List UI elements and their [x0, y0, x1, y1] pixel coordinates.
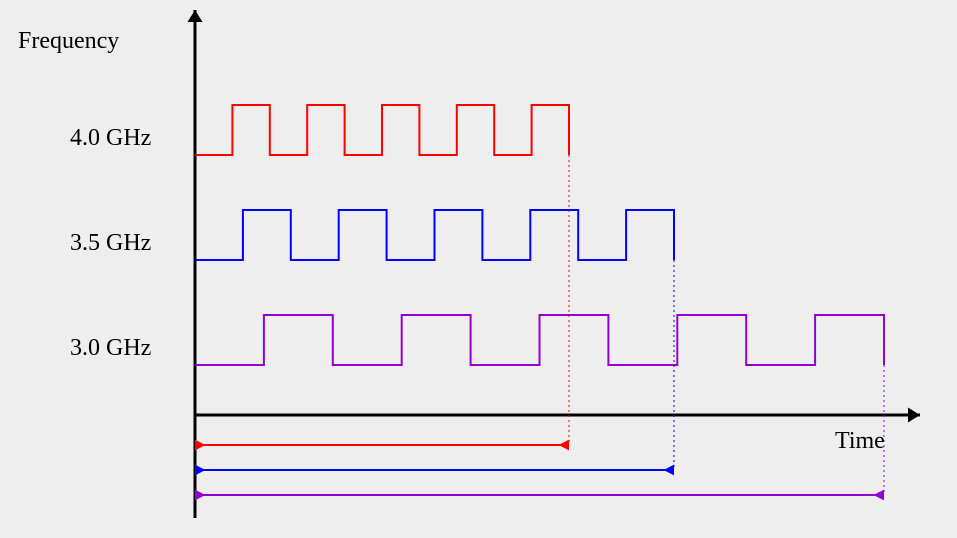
y-tick-label: 3.5 GHz [70, 230, 151, 256]
y-tick-label: 3.0 GHz [70, 335, 151, 361]
y-tick-label: 4.0 GHz [70, 125, 151, 151]
frequency-time-diagram: Frequency Time 3.0 GHz 3.5 GHz 4.0 GHz [0, 0, 957, 538]
y-axis-label: Frequency [18, 28, 119, 54]
x-axis-label: Time [835, 428, 885, 454]
background [0, 0, 957, 538]
